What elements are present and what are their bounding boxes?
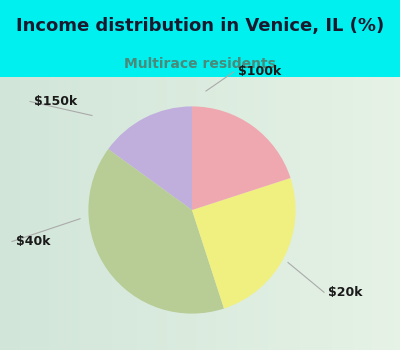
Text: $40k: $40k [16,235,50,248]
Text: $150k: $150k [34,95,77,108]
Wedge shape [88,149,224,314]
Text: $100k: $100k [238,65,281,78]
Wedge shape [108,106,192,210]
Text: Income distribution in Venice, IL (%): Income distribution in Venice, IL (%) [16,17,384,35]
Text: Multirace residents: Multirace residents [124,57,276,71]
Text: $20k: $20k [328,286,362,299]
Wedge shape [192,106,290,210]
Wedge shape [192,178,296,309]
